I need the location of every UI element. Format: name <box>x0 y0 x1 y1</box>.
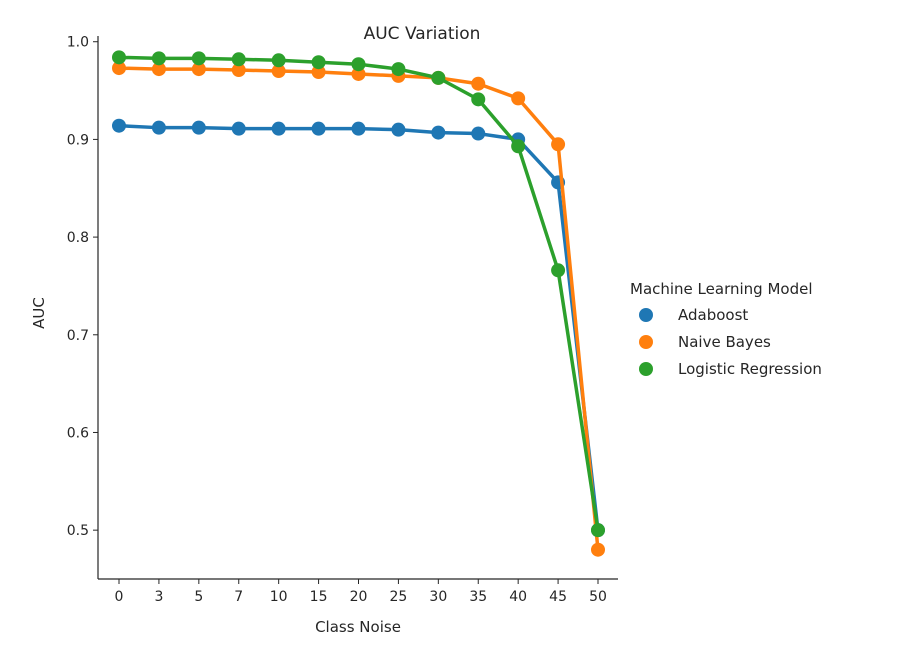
data-point <box>391 122 406 137</box>
data-point <box>311 55 326 70</box>
x-tick-label: 10 <box>270 589 288 605</box>
y-tick-label: 0.8 <box>67 230 89 246</box>
data-point <box>191 51 206 66</box>
data-point <box>271 53 286 68</box>
legend-marker <box>639 362 653 376</box>
data-point <box>151 62 166 77</box>
data-point <box>351 121 366 136</box>
data-point <box>151 120 166 135</box>
y-axis-label: AUC <box>30 297 48 329</box>
data-point <box>311 65 326 80</box>
x-tick-label: 40 <box>509 589 527 605</box>
data-point <box>431 70 446 85</box>
x-tick-label: 15 <box>310 589 328 605</box>
data-point <box>112 118 126 133</box>
data-point <box>231 52 246 67</box>
data-point <box>431 125 446 140</box>
legend: Machine Learning Model Adaboost Naive Bay… <box>630 280 822 378</box>
x-tick-label: 7 <box>234 589 243 605</box>
chart-title: AUC Variation <box>364 24 481 44</box>
data-point <box>191 120 206 135</box>
data-point <box>191 62 206 77</box>
x-tick-label: 45 <box>549 589 567 605</box>
x-axis-label: Class Noise <box>315 618 401 636</box>
data-point <box>231 121 246 136</box>
legend-marker <box>639 335 653 349</box>
y-tick-label: 0.6 <box>67 425 89 441</box>
y-tick-label: 0.5 <box>67 523 89 539</box>
x-tick-label: 0 <box>115 589 124 605</box>
data-point <box>112 50 126 65</box>
data-point <box>311 121 326 136</box>
x-tick-label: 35 <box>469 589 487 605</box>
x-tick-label: 50 <box>589 589 607 605</box>
data-point <box>551 137 566 152</box>
series-line-adaboost <box>118 123 600 531</box>
data-point <box>591 523 605 538</box>
data-point <box>471 76 486 91</box>
data-point <box>112 61 126 76</box>
data-point <box>271 64 286 79</box>
data-point <box>351 57 366 72</box>
data-point <box>151 51 166 66</box>
x-tick-label: 3 <box>154 589 163 605</box>
data-point <box>471 92 486 107</box>
data-point <box>511 91 526 106</box>
data-point <box>511 139 526 154</box>
data-point <box>471 126 486 141</box>
data-point <box>231 63 246 78</box>
x-tick-label: 5 <box>194 589 203 605</box>
y-tick-label: 0.9 <box>67 132 89 148</box>
series-line-naive-bayes <box>118 66 600 550</box>
data-point <box>591 542 605 557</box>
legend-title: Machine Learning Model <box>630 280 812 298</box>
y-tick-label: 1.0 <box>67 35 89 51</box>
data-point <box>351 66 366 81</box>
legend-label: Naive Bayes <box>678 333 771 351</box>
data-point <box>551 263 566 278</box>
legend-label: Adaboost <box>678 306 748 324</box>
data-point <box>271 121 286 136</box>
x-tick-label: 25 <box>390 589 408 605</box>
x-tick-label: 30 <box>429 589 447 605</box>
x-tick-label: 20 <box>350 589 368 605</box>
data-point <box>391 62 406 77</box>
legend-marker <box>639 308 653 322</box>
y-tick-label: 0.7 <box>67 328 89 344</box>
legend-label: Logistic Regression <box>678 360 822 378</box>
